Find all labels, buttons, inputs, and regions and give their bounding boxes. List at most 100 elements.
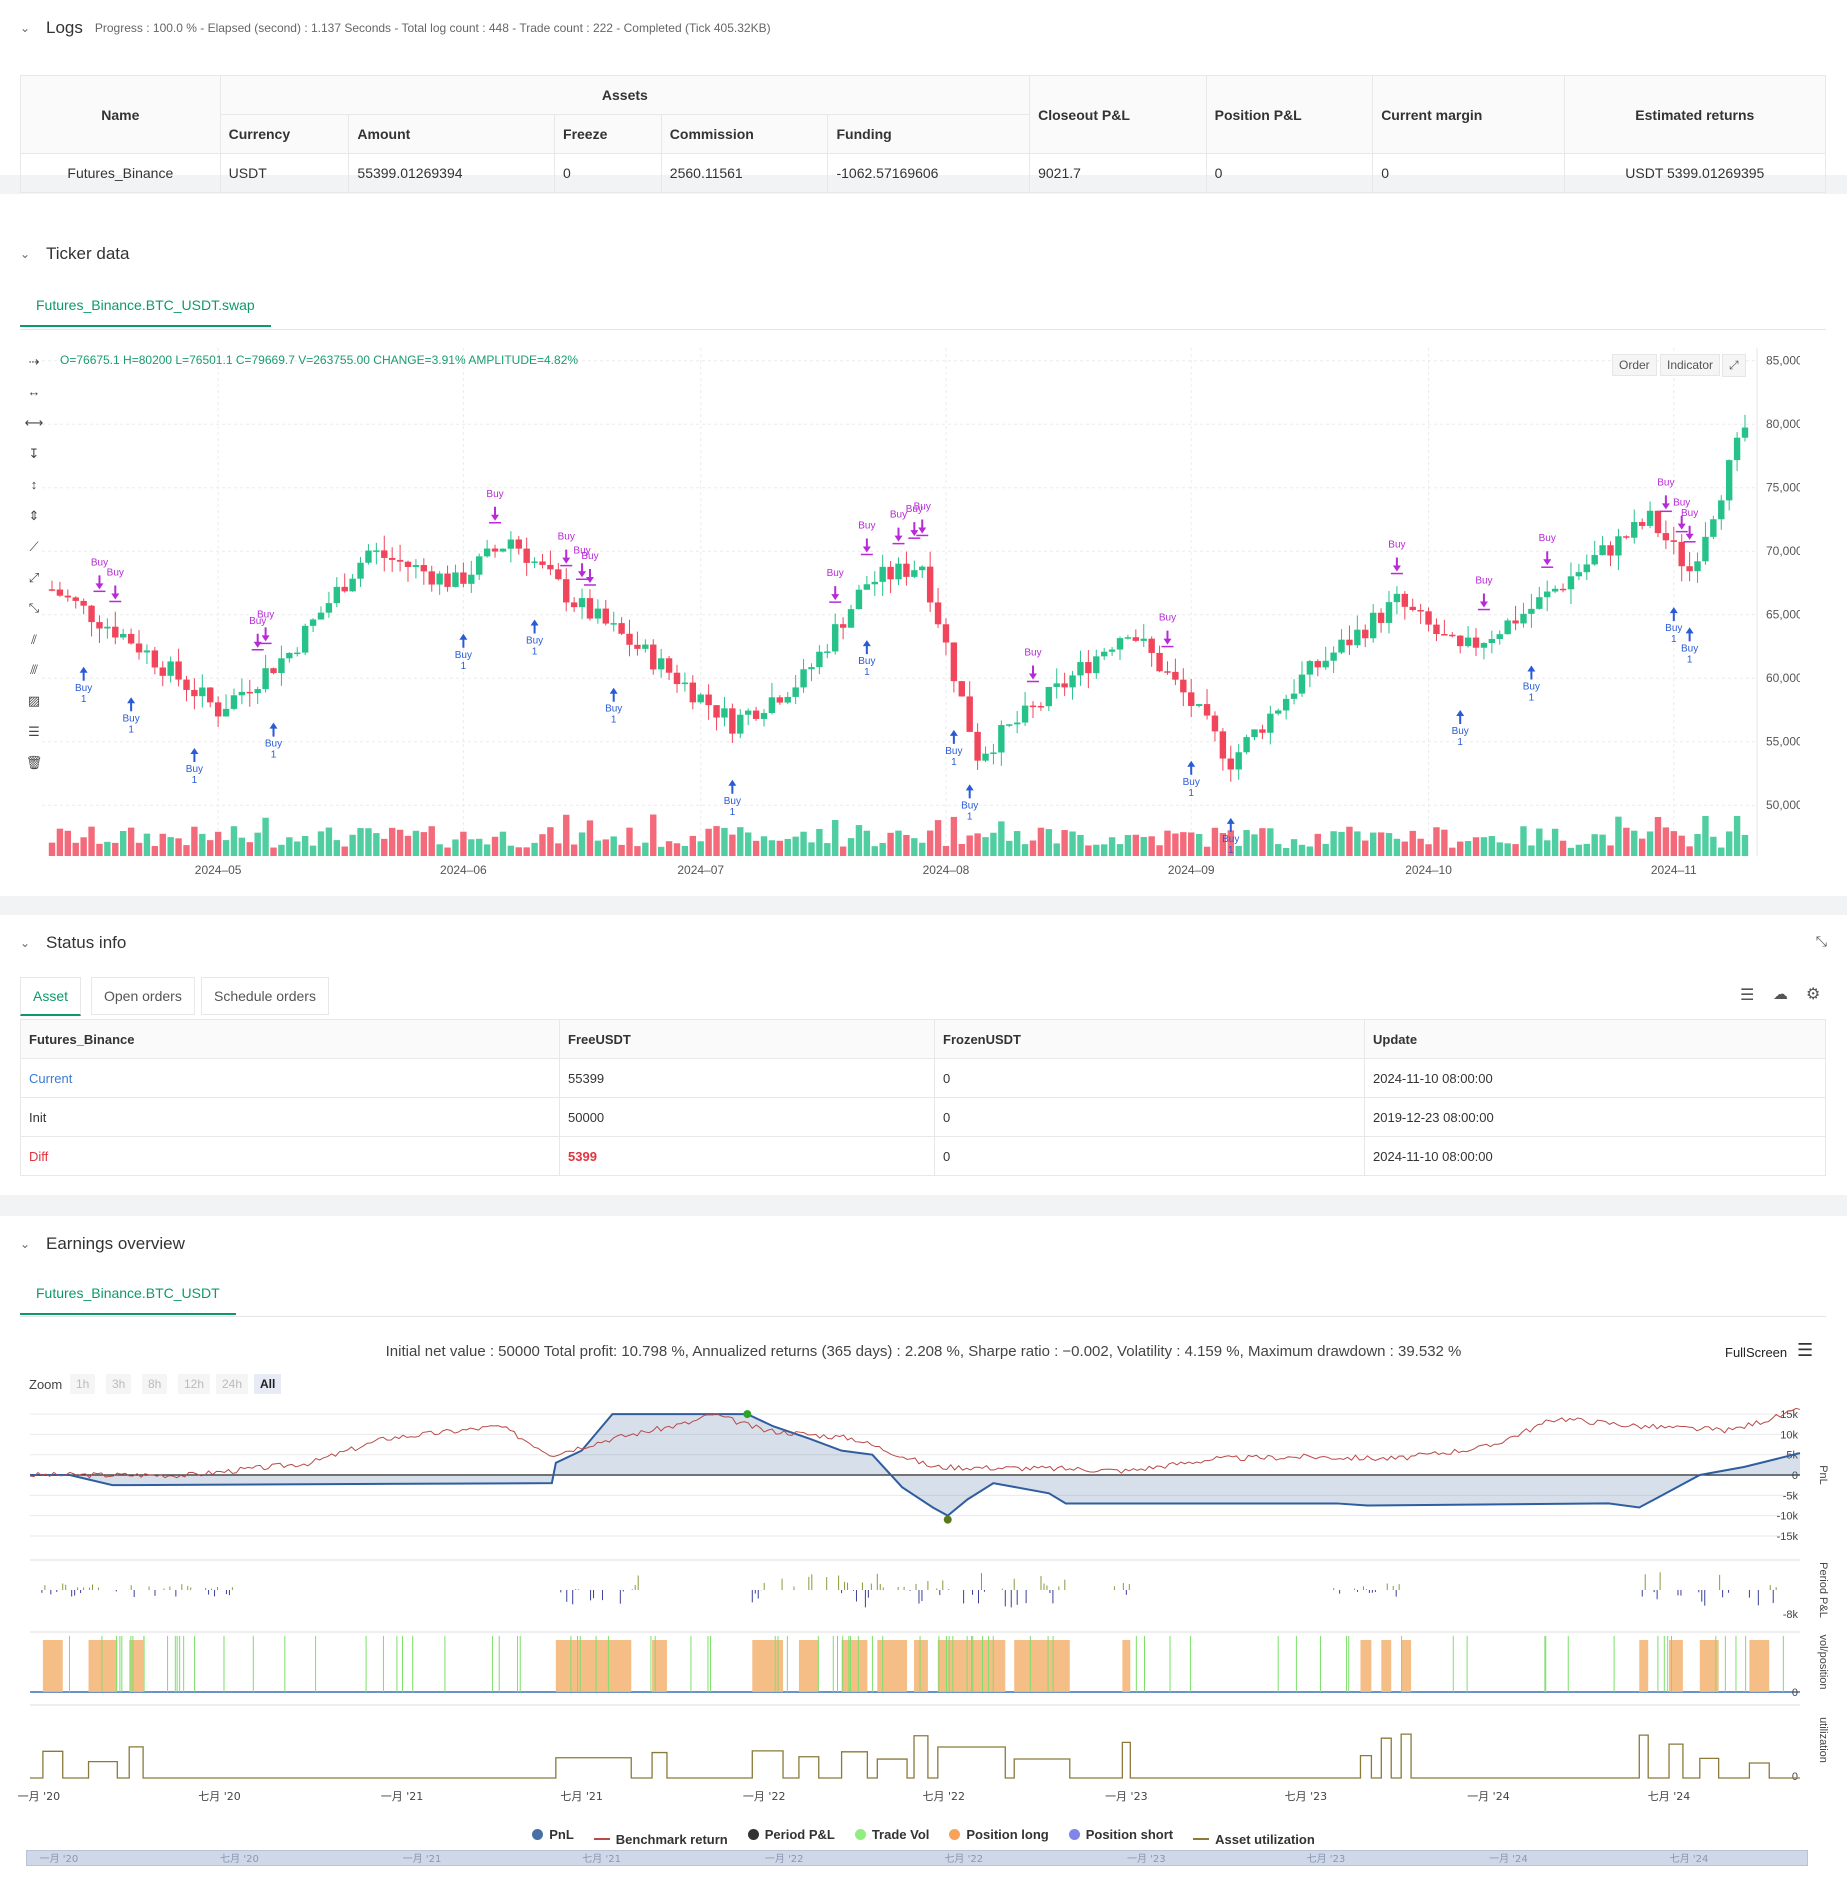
legend-item[interactable]: Period P&L	[747, 1827, 835, 1842]
candle-body	[120, 633, 127, 638]
trend-line-icon[interactable]: ⟋	[29, 539, 39, 554]
tab-ticker-symbol[interactable]: Futures_Binance.BTC_USDT.swap	[20, 285, 271, 327]
earnings-header[interactable]: ⌄ Earnings overview	[20, 1234, 185, 1254]
logs-header[interactable]: ⌄ Logs Progress : 100.0 % - Elapsed (sec…	[20, 18, 771, 38]
list-icon[interactable]: ☰	[1740, 987, 1755, 1004]
legend-item[interactable]: Asset utilization	[1193, 1832, 1315, 1847]
chevron-down-icon[interactable]: ⌄	[20, 1237, 31, 1251]
vertical-segment-icon[interactable]: ↕	[30, 477, 38, 492]
fullscreen-button[interactable]: FullScreen	[1725, 1345, 1788, 1360]
gear-icon[interactable]: ⚙	[1806, 986, 1821, 1003]
legend-item[interactable]: PnL	[532, 1827, 574, 1842]
volume-bar	[1164, 830, 1171, 856]
row-label-current[interactable]: Current	[20, 1058, 560, 1098]
candle-body	[1172, 671, 1179, 680]
candle-body	[1362, 629, 1369, 639]
cloud-icon[interactable]: ☁	[1773, 986, 1788, 1003]
volume-bar	[317, 831, 325, 856]
price-channel-icon[interactable]: ⫽	[31, 632, 37, 647]
candle-body	[222, 708, 230, 717]
candle-body	[1512, 620, 1519, 624]
legend-item[interactable]: Benchmark return	[593, 1832, 728, 1847]
sell-label: Buy	[558, 532, 575, 543]
zoom-24h[interactable]: 24h	[216, 1374, 249, 1394]
tab-open-orders[interactable]: Open orders	[91, 977, 195, 1015]
sell-arrow-icon	[562, 549, 571, 564]
ray-line-icon[interactable]: ⤢	[28, 570, 40, 585]
buy-label: Buy	[858, 656, 875, 667]
indicator-button[interactable]: Indicator	[1660, 354, 1721, 376]
candle-body	[1322, 660, 1329, 668]
zoom-12h[interactable]: 12h	[178, 1374, 211, 1394]
menu-icon[interactable]: ☰	[1797, 1340, 1814, 1360]
utilization-line	[30, 1733, 1800, 1779]
candle-body	[626, 633, 633, 645]
candle-body	[887, 566, 894, 580]
buy-arrow-icon	[609, 687, 618, 702]
position-long-bar	[1360, 1640, 1372, 1692]
volume-bar	[1338, 831, 1345, 856]
volume-bar	[1551, 828, 1559, 856]
candle-body	[1069, 675, 1076, 688]
segment-icon[interactable]: ⤡	[28, 600, 40, 615]
earnings-summary: Initial net value : 50000 Total profit: …	[385, 1343, 1462, 1360]
horizontal-line-icon[interactable]: ↔	[27, 384, 41, 399]
fibonacci-icon[interactable]: ☰	[28, 724, 40, 739]
volume-bar	[926, 830, 934, 856]
candle-body	[903, 563, 910, 577]
volume-bar	[1195, 833, 1203, 856]
navigator-tick-label: 一月 '23	[1127, 1853, 1166, 1865]
volume-bar	[1623, 827, 1630, 856]
status-header[interactable]: ⌄ Status info	[20, 933, 126, 953]
candle-body	[1654, 510, 1662, 534]
candle-body	[135, 643, 143, 653]
chevron-down-icon[interactable]: ⌄	[20, 936, 31, 950]
tab-asset[interactable]: Asset	[20, 977, 82, 1016]
navigator-scrollbar[interactable]	[26, 1850, 1808, 1866]
candle-body	[634, 644, 641, 649]
expand-icon[interactable]: ⤢	[1722, 354, 1746, 377]
buy-label: Buy	[1222, 834, 1239, 845]
vertical-line-icon[interactable]: ⇕	[28, 508, 40, 523]
chevron-down-icon[interactable]: ⌄	[20, 247, 31, 261]
legend-item[interactable]: Position long	[949, 1827, 1049, 1842]
parallel-lines-icon[interactable]: ⫻	[30, 662, 38, 677]
legend-item[interactable]: Position short	[1068, 1827, 1173, 1842]
candle-body	[420, 565, 428, 572]
vertical-ray-icon[interactable]: ↧	[28, 446, 40, 461]
tab-earnings-symbol[interactable]: Futures_Binance.BTC_USDT	[20, 1273, 236, 1315]
col-margin: Current margin	[1372, 75, 1565, 154]
zoom-8h[interactable]: 8h	[142, 1374, 168, 1394]
volume-bar	[816, 828, 823, 856]
collapse-icon[interactable]: ⤡	[1815, 933, 1827, 949]
candle-body	[1021, 705, 1029, 723]
volume-bar	[808, 842, 815, 856]
earnings-axes: 一月 '20 七月 '20 一月 '21 七月 '21 一月 '22 七月 '22 一月 '…	[18, 1465, 1829, 1803]
volume-bar	[112, 842, 119, 856]
volume-bar	[127, 827, 135, 856]
sell-label: Buy	[257, 609, 274, 620]
tab-schedule-orders[interactable]: Schedule orders	[201, 977, 329, 1015]
trash-icon[interactable]: 🗑	[25, 755, 43, 770]
candle-body	[309, 619, 317, 626]
x-tick-label: 一月 '21	[381, 1790, 424, 1803]
volume-bar	[1029, 840, 1037, 856]
horizontal-ray-icon[interactable]: ⇢	[28, 354, 40, 369]
ticker-header[interactable]: ⌄ Ticker data	[20, 244, 129, 264]
hatch-icon[interactable]: ▨	[27, 693, 41, 708]
row-label-init: Init	[20, 1097, 560, 1137]
extended-line-icon[interactable]: ⟷	[24, 415, 44, 430]
candle-body	[214, 702, 222, 717]
zoom-1h[interactable]: 1h	[70, 1374, 96, 1394]
zoom-3h[interactable]: 3h	[106, 1374, 132, 1394]
volume-bar	[468, 839, 475, 856]
zoom-all[interactable]: All	[254, 1374, 282, 1394]
date-tick-label: 2024–07	[677, 863, 724, 877]
legend-item[interactable]: Trade Vol	[854, 1827, 929, 1842]
chevron-down-icon[interactable]: ⌄	[20, 21, 31, 35]
x-tick-label: 一月 '23	[1105, 1790, 1148, 1803]
candlestick-chart[interactable]: Buy1Buy1Buy1Buy1Buy1Buy1Buy1Buy1Buy1Buy1…	[0, 338, 1800, 893]
volume-bar	[365, 828, 372, 856]
order-button[interactable]: Order	[1612, 354, 1657, 376]
